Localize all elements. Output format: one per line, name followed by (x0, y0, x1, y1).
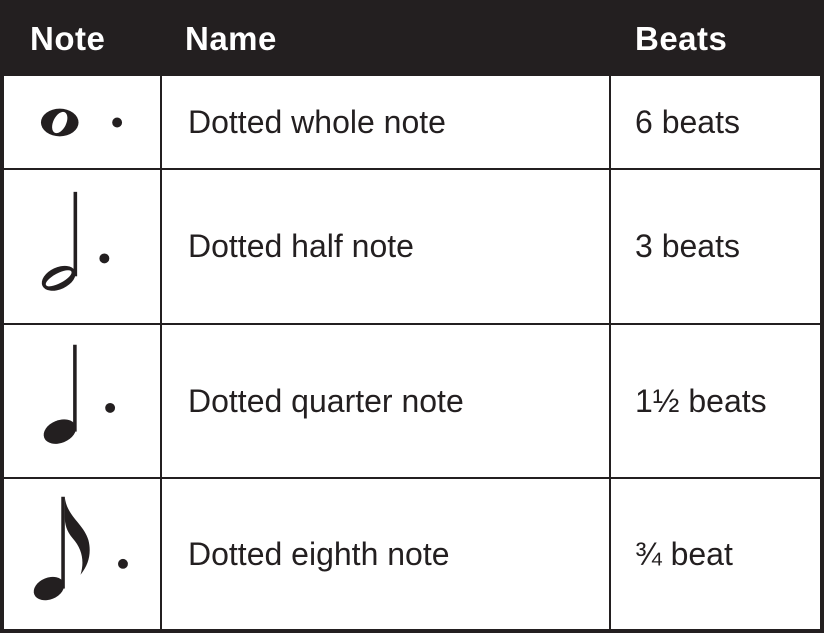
header-name: Name (185, 20, 277, 57)
name-cell: Dotted eighth note (162, 479, 611, 629)
header-note: Note (30, 20, 106, 57)
beats-cell: 1½ beats (611, 325, 820, 477)
note-cell (4, 479, 162, 629)
beats-value: 6 beats (635, 103, 740, 140)
table-header-row: Note Name Beats (4, 4, 820, 74)
name-cell: Dotted whole note (162, 76, 611, 168)
note-name: Dotted quarter note (188, 382, 464, 419)
table-row: Dotted eighth note ¾ beat (4, 477, 820, 629)
name-cell: Dotted half note (162, 170, 611, 323)
header-beats: Beats (635, 20, 728, 57)
augmentation-dot (118, 558, 128, 569)
table-row: Dotted quarter note 1½ beats (4, 323, 820, 477)
dotted-quarter-note-icon (4, 325, 160, 477)
note-name: Dotted eighth note (188, 535, 450, 572)
beats-cell: 6 beats (611, 76, 820, 168)
beats-value: 3 beats (635, 228, 740, 264)
beats-value: ¾ beat (635, 535, 733, 572)
augmentation-dot (112, 117, 123, 128)
name-cell: Dotted quarter note (162, 325, 611, 477)
note-name: Dotted half note (188, 228, 414, 264)
augmentation-dot (99, 253, 110, 264)
note-cell (4, 170, 162, 323)
beats-value: 1½ beats (635, 382, 767, 419)
augmentation-dot (105, 402, 116, 413)
dotted-eighth-note-icon (4, 479, 160, 629)
note-name: Dotted whole note (188, 103, 446, 140)
table-row: Dotted half note 3 beats (4, 168, 820, 323)
table-row: Dotted whole note 6 beats (4, 74, 820, 168)
beats-cell: ¾ beat (611, 479, 820, 629)
note-cell (4, 325, 162, 477)
note-cell (4, 76, 162, 168)
beats-cell: 3 beats (611, 170, 820, 323)
dotted-half-note-icon (4, 170, 160, 323)
dotted-whole-note-icon (4, 76, 160, 168)
